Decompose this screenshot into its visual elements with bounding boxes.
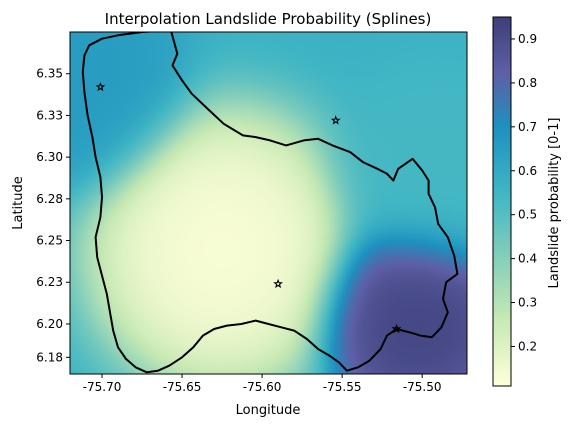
y-tick-label: 6.25 [36,234,63,248]
x-axis-label: Longitude [236,403,301,418]
x-tick-label: -75.60 [243,380,282,394]
y-tick-label: 6.28 [36,192,63,206]
colorbar-gradient [492,16,512,387]
colorbar-tick-label: 0.3 [518,296,537,310]
y-tick-label: 6.35 [36,67,63,81]
x-axis-ticks: -75.70 -75.65 -75.60 -75.55 -75.50 [83,374,442,394]
colorbar-tick-label: 0.6 [518,164,537,178]
colorbar-tick-label: 0.2 [518,339,537,353]
colorbar-ticks: 0.2 0.3 0.4 0.5 0.6 0.7 0.8 0.9 [511,32,537,353]
y-tick-label: 6.20 [36,317,63,331]
colorbar-label: Landslide probability [0-1] [547,118,562,289]
y-axis-ticks: 6.18 6.20 6.23 6.25 6.28 6.30 6.33 6.35 [36,67,70,364]
municipality-boundary [81,32,459,374]
y-tick-label: 6.33 [36,108,63,122]
x-tick-label: -75.55 [323,380,362,394]
x-tick-label: -75.65 [163,380,202,394]
plot-frame [69,31,468,375]
sample-point-marker [95,81,106,92]
y-tick-label: 6.30 [36,150,63,164]
y-axis-label: Latitude [11,176,26,230]
x-tick-label: -75.70 [83,380,122,394]
colorbar-tick-label: 0.9 [518,32,537,46]
sample-point-marker [391,323,402,334]
sample-point-marker [330,115,341,125]
y-tick-label: 6.23 [36,275,63,289]
colorbar-tick-label: 0.8 [518,76,537,90]
sample-point-marker [273,278,283,289]
x-tick-label: -75.50 [403,380,442,394]
colorbar-tick-label: 0.5 [518,208,537,222]
colorbar-tick-label: 0.7 [518,120,537,134]
chart-title: Interpolation Landslide Probability (Spl… [105,10,432,28]
colorbar: 0.2 0.3 0.4 0.5 0.6 0.7 0.8 0.9 Landslide proba… [492,16,562,387]
y-tick-label: 6.18 [36,350,63,364]
colorbar-tick-label: 0.4 [518,252,537,266]
probability-heatmap [70,32,467,374]
sample-points [95,81,402,334]
